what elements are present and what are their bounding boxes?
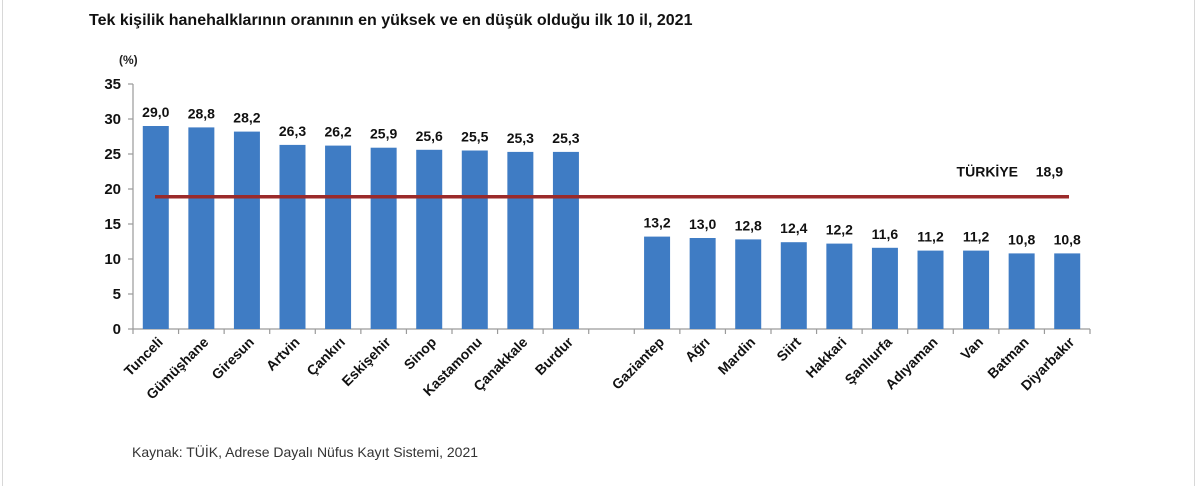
bar: [461, 150, 488, 329]
source-note: Kaynak: TÜİK, Adrese Dayalı Nüfus Kayıt …: [132, 444, 479, 460]
bar-value-label: 25,3: [552, 130, 579, 146]
reference-line-turkiye: TÜRKİYE 18,9: [155, 164, 1069, 199]
y-tick-label: 20: [104, 181, 121, 198]
y-tick-label: 5: [113, 286, 121, 303]
bar: [188, 127, 215, 330]
reference-line-value: 18,9: [1036, 164, 1063, 180]
bar: [963, 250, 990, 329]
bar-value-label: 10,8: [1008, 231, 1035, 247]
bar-value-label: 25,9: [370, 126, 397, 142]
bar: [644, 236, 671, 329]
y-tick-label: 30: [104, 111, 121, 128]
y-tick-label: 15: [104, 216, 121, 233]
x-category-label: Van: [957, 334, 986, 363]
x-category-label: Sinop: [401, 334, 440, 373]
x-category-label: Çankırı: [303, 334, 348, 379]
bar: [1008, 253, 1035, 329]
x-category-label: Mardin: [715, 334, 759, 378]
x-category-label: Burdur: [532, 333, 577, 378]
x-category-label: Artvin: [263, 334, 303, 374]
chart-title: Tek kişilik hanehalklarının oranının en …: [89, 12, 693, 29]
bar-value-label: 26,3: [279, 123, 306, 139]
x-category-label: Gaziantep: [609, 334, 668, 393]
y-tick-label: 25: [104, 146, 121, 163]
bar: [416, 149, 443, 329]
y-tick-label: 0: [113, 321, 121, 338]
bar-value-label: 12,2: [826, 222, 853, 238]
bar-value-label: 28,8: [188, 105, 215, 121]
bar: [233, 131, 260, 329]
x-category-label: Giresun: [208, 334, 257, 383]
bar-value-label: 11,6: [872, 226, 899, 242]
y-axis-unit-label: (%): [119, 53, 138, 67]
bar-value-label: 13,0: [689, 216, 716, 232]
bars: 29,0 28,8 28,2 26,3 26,2 25,9 25,6 25,5 25,3 25,3…: [142, 104, 1081, 330]
y-axis: 0 5 10 15 20 25 30 35: [104, 76, 134, 338]
bar-value-label: 10,8: [1054, 231, 1081, 247]
reference-line-label: TÜRKİYE: [957, 164, 1018, 180]
bar: [1054, 253, 1081, 329]
bar: [917, 250, 944, 329]
bar-value-label: 26,2: [324, 124, 351, 140]
bar-value-label: 28,2: [233, 110, 260, 126]
y-tick-label: 10: [104, 251, 121, 268]
bar: [507, 151, 534, 329]
bar: [325, 145, 352, 329]
bar: [279, 144, 306, 329]
bar-value-label: 12,4: [780, 220, 807, 236]
bar: [735, 239, 762, 329]
bar: [826, 243, 853, 329]
bar-value-label: 11,2: [917, 229, 944, 245]
bar-value-label: 25,3: [507, 130, 534, 146]
x-category-label: Eskişehir: [338, 333, 394, 389]
x-category-label: Ağrı: [682, 334, 713, 365]
bar: [780, 242, 807, 329]
bar: [142, 126, 169, 329]
x-category-label: Siirt: [773, 334, 804, 365]
bar: [552, 151, 579, 329]
bar: [370, 147, 397, 329]
x-category-label: Tunceli: [121, 334, 166, 379]
bar-value-label: 11,2: [963, 229, 990, 245]
bar-value-label: 25,5: [461, 129, 488, 145]
bar-value-label: 12,8: [735, 217, 762, 233]
y-tick-label: 35: [104, 76, 121, 93]
bar-value-label: 25,6: [416, 128, 443, 144]
bar-value-label: 29,0: [142, 104, 169, 120]
bar: [871, 247, 898, 329]
bar-value-label: 13,2: [643, 215, 670, 231]
bar: [689, 238, 716, 329]
